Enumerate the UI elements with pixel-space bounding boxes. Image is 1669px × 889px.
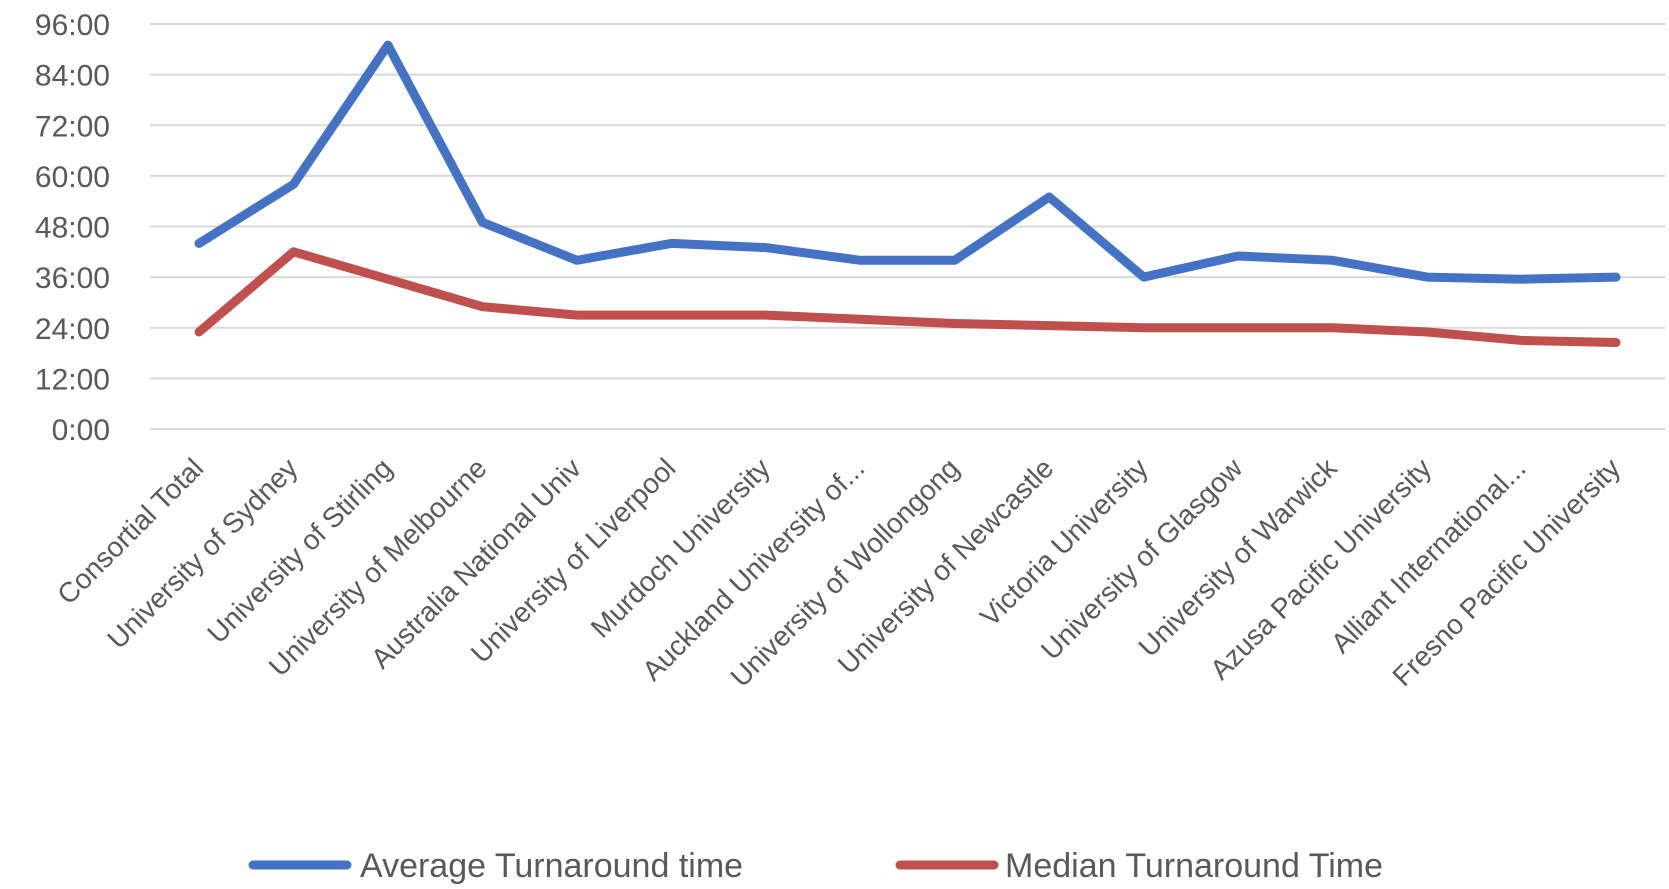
y-tick-label: 24:00: [35, 313, 110, 346]
y-tick-label: 36:00: [35, 262, 110, 295]
gridlines: [150, 23, 1665, 430]
x-tick-label: University of Stirling: [201, 452, 398, 649]
y-tick-label: 84:00: [35, 60, 110, 93]
legend-label: Median Turnaround Time: [1005, 847, 1383, 885]
legend: Average Turnaround time Median Turnaround…: [248, 847, 1383, 885]
legend-item: Median Turnaround Time: [895, 847, 1383, 885]
legend-label: Average Turnaround time: [360, 847, 743, 885]
series-line-median: [194, 247, 1621, 347]
y-tick-label: 96:00: [35, 9, 110, 42]
x-tick-label: Victoria University: [974, 452, 1154, 632]
y-axis-tick-labels: 0:00 12:00 24:00 36:00 48:00 60:00 72:00 84:00 9…: [35, 9, 110, 447]
y-tick-label: 60:00: [35, 161, 110, 194]
legend-item: Average Turnaround time: [248, 847, 743, 885]
x-tick-label: University of Sydney: [101, 452, 303, 654]
x-tick-label: Murdoch University: [585, 452, 776, 643]
y-tick-label: 0:00: [52, 414, 110, 447]
y-tick-label: 48:00: [35, 212, 110, 245]
series-lines: [194, 40, 1621, 347]
y-tick-label: 72:00: [35, 110, 110, 143]
series-line-average: [194, 40, 1621, 284]
y-tick-label: 12:00: [35, 363, 110, 396]
